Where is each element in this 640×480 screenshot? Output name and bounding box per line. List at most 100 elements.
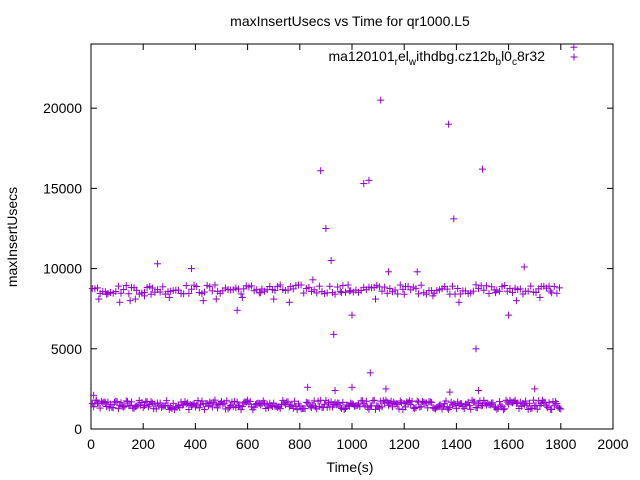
data-point	[331, 387, 339, 394]
data-point	[304, 383, 312, 391]
data-point	[400, 290, 408, 298]
data-point	[237, 406, 245, 414]
data-point	[541, 398, 549, 406]
data-point	[198, 397, 206, 405]
data-point	[317, 167, 325, 175]
legend-series-name-part: r	[395, 57, 399, 68]
data-point	[415, 290, 423, 298]
y-axis-label: maxInsertUsecs	[4, 187, 20, 287]
data-point	[291, 397, 299, 405]
data-point	[90, 403, 98, 411]
data-point	[133, 286, 141, 294]
data-point	[193, 283, 201, 291]
data-point	[477, 402, 485, 410]
y-tick-label: 0	[74, 421, 82, 437]
data-point	[371, 295, 379, 303]
data-point	[439, 403, 447, 411]
data-point	[492, 289, 500, 297]
data-point	[297, 281, 305, 289]
data-point	[340, 405, 348, 413]
data-point	[331, 290, 339, 298]
data-point	[187, 265, 195, 273]
data-point	[501, 405, 509, 413]
data-point	[360, 180, 368, 188]
data-point	[479, 165, 486, 173]
data-point	[495, 398, 503, 406]
data-point	[116, 298, 124, 306]
x-tick-label: 0	[87, 436, 95, 452]
legend-series-name-part: b	[496, 57, 502, 68]
data-point	[339, 282, 347, 290]
data-point	[270, 295, 278, 303]
data-point	[553, 289, 561, 297]
data-point	[396, 281, 404, 289]
data-point	[122, 281, 130, 289]
data-point	[208, 287, 216, 295]
data-point	[141, 402, 149, 410]
data-point	[378, 287, 386, 295]
data-point	[532, 289, 540, 297]
x-tick-label: 2000	[597, 436, 628, 452]
data-point	[257, 289, 265, 297]
legend-marker	[570, 53, 578, 61]
data-point	[163, 397, 171, 405]
data-point	[417, 403, 425, 411]
data-point	[301, 405, 309, 413]
data-point	[392, 400, 400, 408]
data-point	[396, 397, 404, 405]
data-point	[126, 297, 134, 305]
data-point	[413, 268, 421, 276]
data-point	[370, 396, 378, 404]
data-point	[238, 403, 246, 411]
data-point	[381, 283, 389, 291]
data-point	[416, 403, 424, 411]
x-tick-label: 1000	[336, 436, 367, 452]
data-point	[557, 405, 565, 413]
data-point	[525, 399, 533, 407]
data-point	[94, 284, 102, 292]
data-point	[475, 387, 483, 394]
data-point	[570, 43, 578, 51]
data-point	[442, 397, 450, 405]
data-point	[348, 383, 356, 391]
data-point	[133, 402, 141, 410]
data-point	[327, 257, 335, 265]
data-point	[120, 403, 128, 411]
data-point	[305, 283, 313, 291]
data-point	[450, 400, 458, 408]
data-point	[131, 295, 139, 303]
data-point	[356, 403, 364, 411]
data-point	[92, 396, 100, 404]
data-point	[428, 398, 436, 406]
data-point	[117, 289, 125, 297]
data-point	[223, 397, 231, 405]
data-point	[214, 404, 222, 412]
data-point	[224, 405, 232, 413]
data-point	[501, 281, 509, 289]
data-point	[469, 287, 477, 295]
data-point	[288, 401, 296, 409]
data-point	[362, 397, 370, 405]
data-point	[378, 403, 386, 411]
data-point	[472, 345, 480, 353]
data-point	[426, 398, 434, 406]
data-point	[300, 289, 308, 297]
data-point	[187, 285, 195, 293]
data-point	[212, 295, 220, 303]
data-point	[412, 285, 420, 293]
data-point	[536, 293, 544, 301]
data-point	[96, 404, 104, 412]
legend-series-label: ma120101relwithdbg.cz12bbl0c8r32	[328, 48, 545, 68]
legend-series-name-part: 8r32	[517, 48, 545, 64]
data-point	[520, 263, 528, 271]
data-point	[147, 398, 155, 406]
data-point	[246, 397, 254, 405]
legend: ma120101relwithdbg.cz12bbl0c8r32	[328, 48, 578, 68]
data-point	[555, 284, 563, 292]
data-point	[497, 401, 505, 409]
data-point	[446, 388, 454, 396]
data-point	[114, 282, 122, 290]
data-point	[211, 396, 219, 404]
data-point	[467, 405, 475, 413]
data-point	[285, 298, 293, 306]
